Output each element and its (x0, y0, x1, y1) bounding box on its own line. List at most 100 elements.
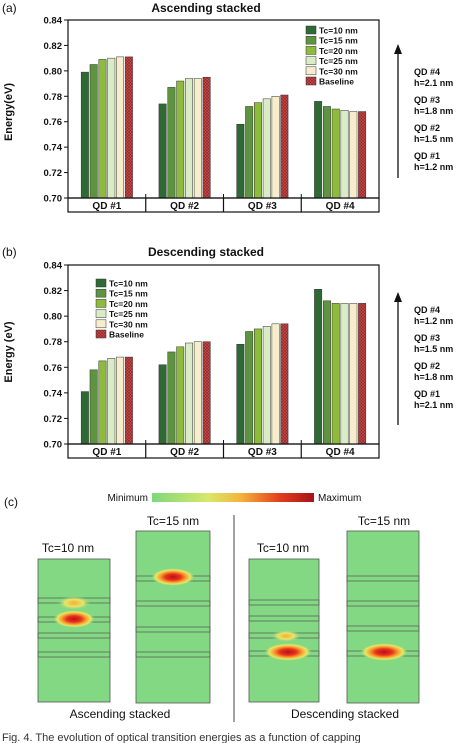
wavefunction-blob (57, 596, 91, 610)
colorbar-min-label: Minimum (107, 493, 148, 504)
y-tick-label: 0.82 (44, 41, 63, 52)
legend-entry: Tc=30 nm (319, 66, 358, 76)
bar (124, 356, 133, 445)
bar (185, 78, 193, 199)
side-height-label: h=1.8 nm (414, 372, 453, 382)
legend-entry: Tc=25 nm (109, 309, 148, 319)
bar (236, 344, 245, 445)
panel-a-y-axis: 0.70 0.72 0.74 0.76 0.78 0.80 0.82 0.84 (44, 16, 68, 205)
legend-swatch (95, 299, 107, 308)
bar (349, 303, 358, 445)
side-height-label: h=2.1 nm (414, 78, 453, 88)
side-qd-label: QD #1 (414, 151, 440, 161)
panel-b-arrow-head (394, 292, 402, 302)
y-tick-label: 0.76 (44, 117, 63, 128)
wavefunction-blob (360, 643, 408, 661)
legend-swatch (305, 25, 317, 35)
panel-c: (c) Minimum Maximum Tc=10 nm Tc=15 nm Tc… (4, 493, 420, 722)
legend-swatch (95, 278, 107, 288)
panel-a-categories: QD #1 QD #2 QD #3 QD #4 (67, 194, 380, 213)
side-qd-label: QD #2 (414, 361, 440, 371)
category-label: QD #4 (326, 447, 355, 458)
legend-swatch (305, 66, 317, 76)
bar (80, 391, 89, 445)
category-label: QD #1 (92, 201, 121, 212)
figure-caption: Fig. 4. The evolution of optical transit… (2, 732, 361, 743)
bar (280, 323, 289, 445)
y-tick-label: 0.84 (44, 261, 63, 272)
bar (262, 326, 271, 445)
desc-tc10-label: Tc=10 nm (257, 541, 309, 555)
side-height-label: h=1.5 nm (414, 134, 453, 144)
panel-a-side-labels: QD #4h=2.1 nm QD #3h=1.8 nm QD #2h=1.5 nm Q… (394, 44, 453, 178)
legend-entry: Tc=10 nm (319, 26, 358, 36)
colorbar (152, 493, 314, 502)
bar (262, 98, 271, 199)
legend-swatch (95, 329, 107, 339)
y-tick-label: 0.72 (44, 414, 63, 425)
wavefunction-blob (151, 568, 195, 586)
bar (176, 80, 185, 199)
panel-b-plot: 0.700.720.740.760.780.800.820.84 QD #1 QD… (44, 261, 380, 459)
field-asc-tc15 (135, 530, 211, 704)
legend-swatch (305, 35, 317, 45)
y-tick-label: 0.70 (44, 194, 63, 205)
bar (116, 356, 125, 445)
panel-b: (b) Descending stacked Energy (eV) 0.700… (2, 245, 453, 459)
side-height-label: h=2.1 nm (414, 400, 453, 410)
panel-a-label: (a) (2, 1, 17, 15)
bar (202, 76, 211, 199)
bar (193, 78, 202, 199)
descending-caption: Descending stacked (291, 707, 399, 721)
y-tick-label: 0.70 (44, 440, 63, 451)
legend-swatch (305, 76, 317, 86)
bar (158, 103, 167, 199)
side-qd-label: QD #3 (414, 95, 440, 105)
category-label: QD #4 (326, 201, 355, 212)
side-height-label: h=1.5 nm (414, 344, 453, 354)
bar (271, 96, 280, 199)
bar (185, 342, 193, 445)
bar (167, 87, 176, 199)
bar (358, 111, 367, 199)
legend-entry: Tc=15 nm (319, 36, 358, 46)
legend-entry: Tc=30 nm (109, 319, 148, 329)
side-height-label: h=1.2 nm (414, 162, 453, 172)
legend-entry: Tc=15 nm (109, 289, 148, 299)
ascending-caption: Ascending stacked (70, 707, 171, 721)
side-qd-label: QD #4 (414, 67, 440, 77)
panel-b-bars (80, 289, 367, 445)
field-desc-tc15 (346, 530, 420, 704)
panel-b-title: Descending stacked (148, 245, 264, 259)
panel-a: (a) Ascending stacked Energy(eV) 0.700.7… (2, 1, 453, 213)
side-qd-label: QD #4 (414, 305, 440, 315)
bar (107, 57, 116, 199)
y-tick-label: 0.78 (44, 92, 63, 103)
wavefunction-blob (271, 630, 301, 642)
bar (280, 94, 289, 199)
category-label: QD #3 (248, 447, 277, 458)
category-label: QD #2 (170, 201, 199, 212)
panel-b-ylabel: Energy (eV) (3, 321, 15, 382)
bar (202, 341, 211, 445)
legend-entry: Tc=20 nm (319, 46, 358, 56)
field-asc-tc10 (37, 558, 111, 703)
bar (107, 358, 116, 445)
bar (340, 303, 349, 445)
wavefunction-blob (264, 643, 312, 661)
bar (322, 300, 331, 445)
bar (331, 108, 340, 199)
side-qd-label: QD #2 (414, 123, 440, 133)
bar (124, 56, 133, 199)
side-height-label: h=1.2 nm (414, 316, 453, 326)
y-tick-label: 0.80 (44, 312, 63, 323)
desc-tc15-label: Tc=15 nm (358, 514, 410, 528)
bar (245, 331, 254, 445)
y-tick-label: 0.84 (44, 16, 63, 27)
wavefunction-blob (53, 610, 95, 628)
legend-entry: Tc=10 nm (109, 279, 148, 289)
category-label: QD #3 (248, 201, 277, 212)
panel-a-ylabel: Energy(eV) (3, 83, 15, 141)
bar (349, 111, 358, 199)
